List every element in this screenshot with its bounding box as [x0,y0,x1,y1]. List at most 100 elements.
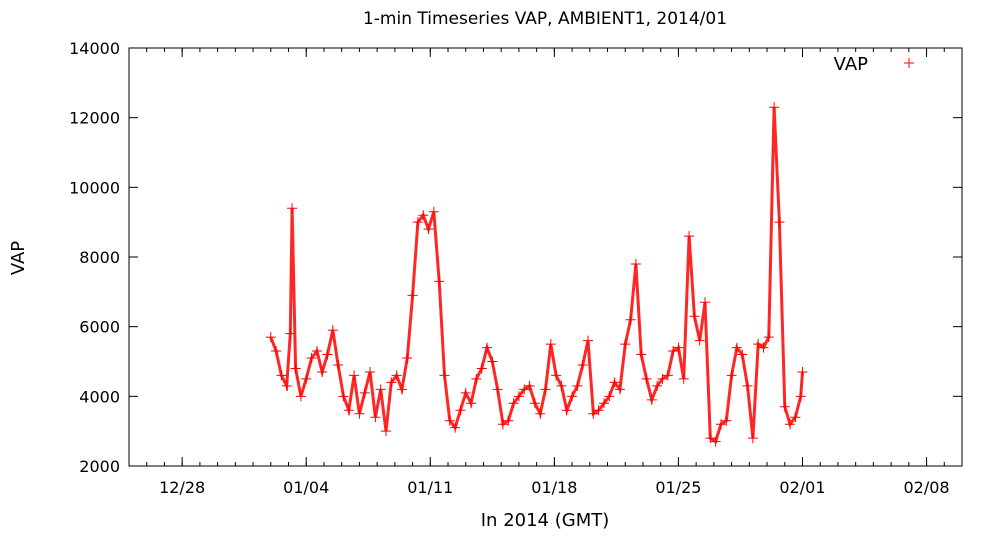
x-tick: 12/28 [159,48,205,497]
data-point [551,370,562,381]
data-point [598,398,609,409]
data-point [306,353,317,364]
data-point [276,370,287,381]
data-point [535,408,546,419]
data-point [583,335,594,346]
data-point [747,433,758,444]
x-axis-title: In 2014 (GMT) [481,510,610,531]
data-point [423,224,434,235]
data-point [428,206,439,217]
data-point [797,366,808,377]
data-point [572,380,583,391]
data-point [412,217,423,228]
data-point [391,370,402,381]
data-point [301,373,312,384]
data-point [609,377,620,388]
data-point [769,102,780,113]
data-point [295,391,306,402]
data-point [311,346,322,357]
data-point [375,384,386,395]
data-point [763,332,774,343]
y-axis-title: VAP [8,241,29,275]
y-tick-label: 14000 [69,39,120,58]
data-point [407,290,418,301]
data-point [492,384,503,395]
vap-series-points [265,102,808,447]
data-point [790,412,801,423]
y-tick: 14000 [69,39,962,58]
data-point [434,276,445,287]
data-point [694,335,705,346]
data-point [439,370,450,381]
chart-title: 1-min Timeseries VAP, AMBIENT1, 2014/01 [363,9,727,29]
data-point [386,377,397,388]
x-tick-label: 01/18 [531,478,577,497]
x-tick: 02/01 [779,48,826,497]
data-point [567,391,578,402]
data-point [396,384,407,395]
data-point [556,380,567,391]
data-point [726,370,737,381]
x-tick: 01/25 [655,48,701,497]
data-point [673,342,684,353]
data-point [524,380,535,391]
x-tick-label: 01/11 [407,478,453,497]
y-tick-label: 12000 [69,109,120,128]
data-point [322,349,333,360]
data-point [715,419,726,430]
data-point [684,231,695,242]
data-point [636,349,647,360]
data-point [380,426,391,437]
data-point [487,356,498,367]
data-point [529,398,540,409]
y-axis-ticks: 2000 4000 6000 8000 10000 12000 14000 [69,39,962,476]
data-point [519,384,530,395]
data-point [588,408,599,419]
data-point [327,325,338,336]
data-point [338,391,349,402]
data-point [513,391,524,402]
data-point [620,339,631,350]
data-point [476,363,487,374]
data-point [450,422,461,433]
data-point [710,436,721,447]
data-point [700,297,711,308]
data-point [630,258,641,269]
data-point [705,433,716,444]
data-point [349,370,360,381]
data-point [577,359,588,370]
data-point [561,405,572,416]
data-point [271,346,282,357]
y-tick-label: 10000 [69,178,120,197]
x-tick-label: 12/28 [159,478,205,497]
legend-marker-vap [904,58,914,68]
data-point [466,398,477,409]
data-point [365,366,376,377]
data-point [604,391,615,402]
data-point [460,387,471,398]
vap-series-trace [269,107,804,444]
data-point [370,412,381,423]
data-point [508,398,519,409]
x-tick: 02/08 [903,48,950,497]
y-tick-label: 4000 [79,387,120,406]
y-tick-label: 6000 [79,318,120,337]
data-point [668,346,679,357]
data-point [795,391,806,402]
x-tick-label: 02/08 [903,478,949,497]
data-point [652,380,663,391]
y-tick: 2000 [79,457,962,476]
y-tick: 10000 [69,178,962,197]
y-tick: 4000 [79,387,962,406]
legend-label-vap: VAP [834,54,868,75]
data-point [290,363,301,374]
legend: VAP [834,54,914,75]
data-point [359,387,370,398]
data-point [455,405,466,416]
y-tick: 8000 [79,248,962,267]
data-point [503,415,514,426]
data-point [731,342,742,353]
data-point [471,373,482,384]
data-point [662,370,673,381]
data-point [625,314,636,325]
